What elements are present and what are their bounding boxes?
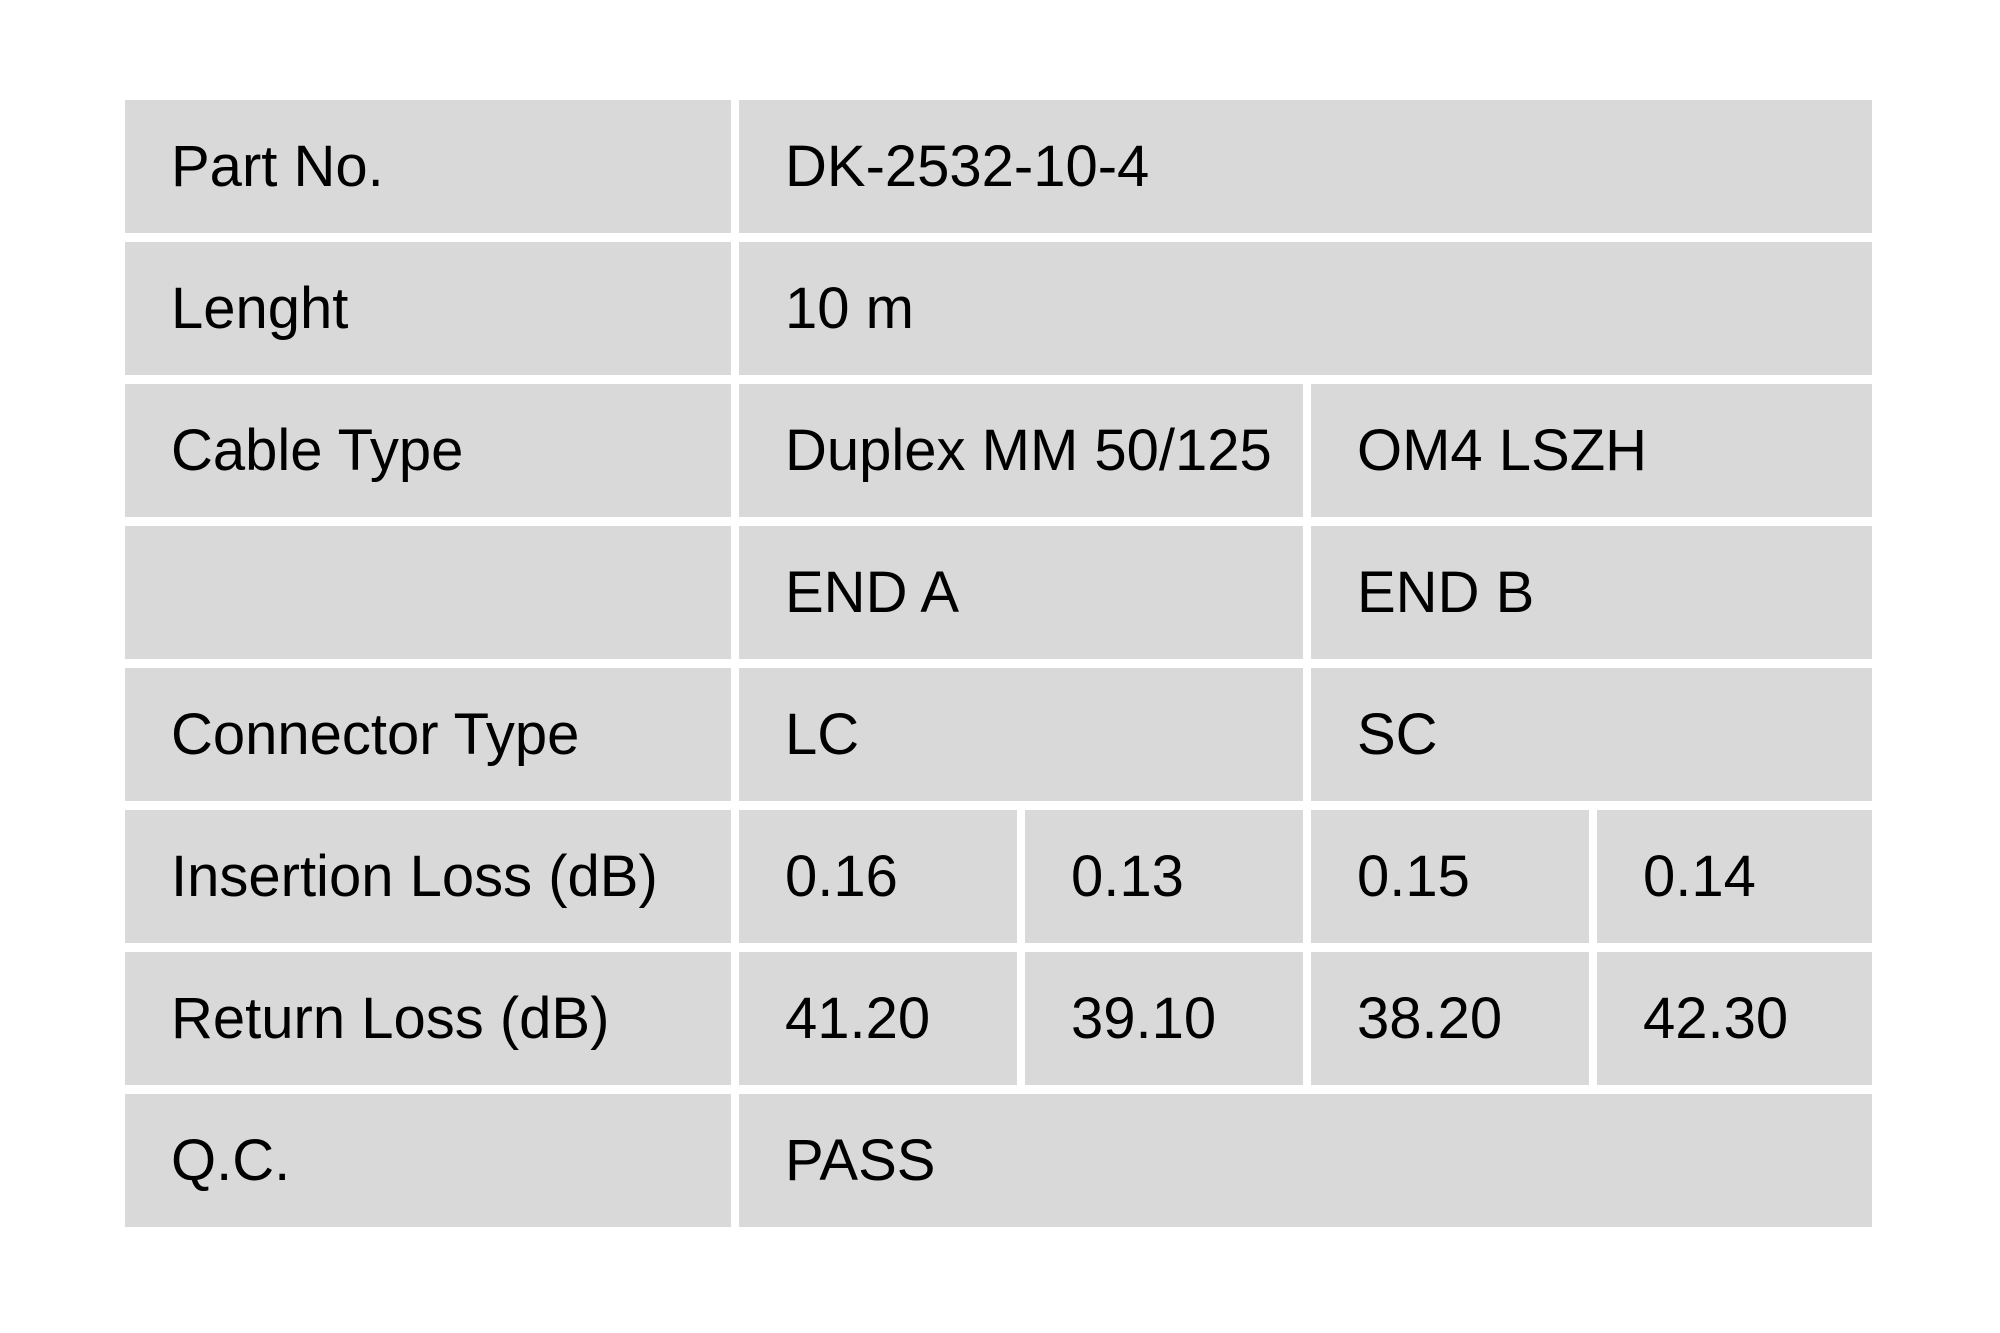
- return-loss-label-cell: Return Loss (dB): [125, 952, 731, 1085]
- end-a-header-cell: END A: [739, 526, 1303, 659]
- spec-table: Part No. DK-2532-10-4 Lenght 10 m Cable …: [125, 100, 1872, 1227]
- insertion-loss-end-a2-cell: 0.13: [1025, 810, 1303, 943]
- cable-type-label-cell: Cable Type: [125, 384, 731, 517]
- cable-type-end-b-cell: OM4 LSZH: [1311, 384, 1872, 517]
- part-no-value-cell: DK-2532-10-4: [739, 100, 1872, 233]
- return-loss-end-a1-cell: 41.20: [739, 952, 1017, 1085]
- part-no-label-cell: Part No.: [125, 100, 731, 233]
- cable-type-end-a-cell: Duplex MM 50/125: [739, 384, 1303, 517]
- return-loss-end-b2-cell: 42.30: [1597, 952, 1872, 1085]
- return-loss-end-a2-cell: 39.10: [1025, 952, 1303, 1085]
- end-b-header-cell: END B: [1311, 526, 1872, 659]
- connector-type-end-b-cell: SC: [1311, 668, 1872, 801]
- qc-value-cell: PASS: [739, 1094, 1872, 1227]
- length-label-cell: Lenght: [125, 242, 731, 375]
- length-value-cell: 10 m: [739, 242, 1872, 375]
- end-header-empty-cell: [125, 526, 731, 659]
- connector-type-end-a-cell: LC: [739, 668, 1303, 801]
- insertion-loss-label-cell: Insertion Loss (dB): [125, 810, 731, 943]
- connector-type-label-cell: Connector Type: [125, 668, 731, 801]
- insertion-loss-end-a1-cell: 0.16: [739, 810, 1017, 943]
- insertion-loss-end-b2-cell: 0.14: [1597, 810, 1872, 943]
- qc-label-cell: Q.C.: [125, 1094, 731, 1227]
- insertion-loss-end-b1-cell: 0.15: [1311, 810, 1589, 943]
- return-loss-end-b1-cell: 38.20: [1311, 952, 1589, 1085]
